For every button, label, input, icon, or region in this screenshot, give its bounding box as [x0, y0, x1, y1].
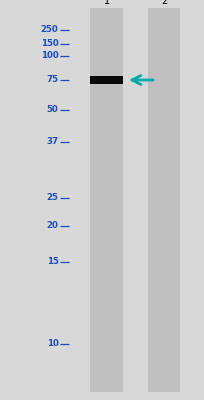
Text: 75: 75 [46, 76, 58, 84]
Text: 20: 20 [46, 222, 58, 230]
Text: 100: 100 [40, 52, 58, 60]
Text: 25: 25 [46, 194, 58, 202]
Text: 10: 10 [46, 340, 58, 348]
Text: 2: 2 [160, 0, 166, 6]
Bar [90, 8, 122, 392]
Text: 50: 50 [47, 106, 58, 114]
Text: 1: 1 [103, 0, 109, 6]
Text: 37: 37 [46, 138, 58, 146]
Text: 15: 15 [46, 258, 58, 266]
Text: 150: 150 [40, 40, 58, 48]
Text: 250: 250 [40, 26, 58, 34]
Bar [147, 8, 180, 392]
Bar [90, 76, 122, 84]
